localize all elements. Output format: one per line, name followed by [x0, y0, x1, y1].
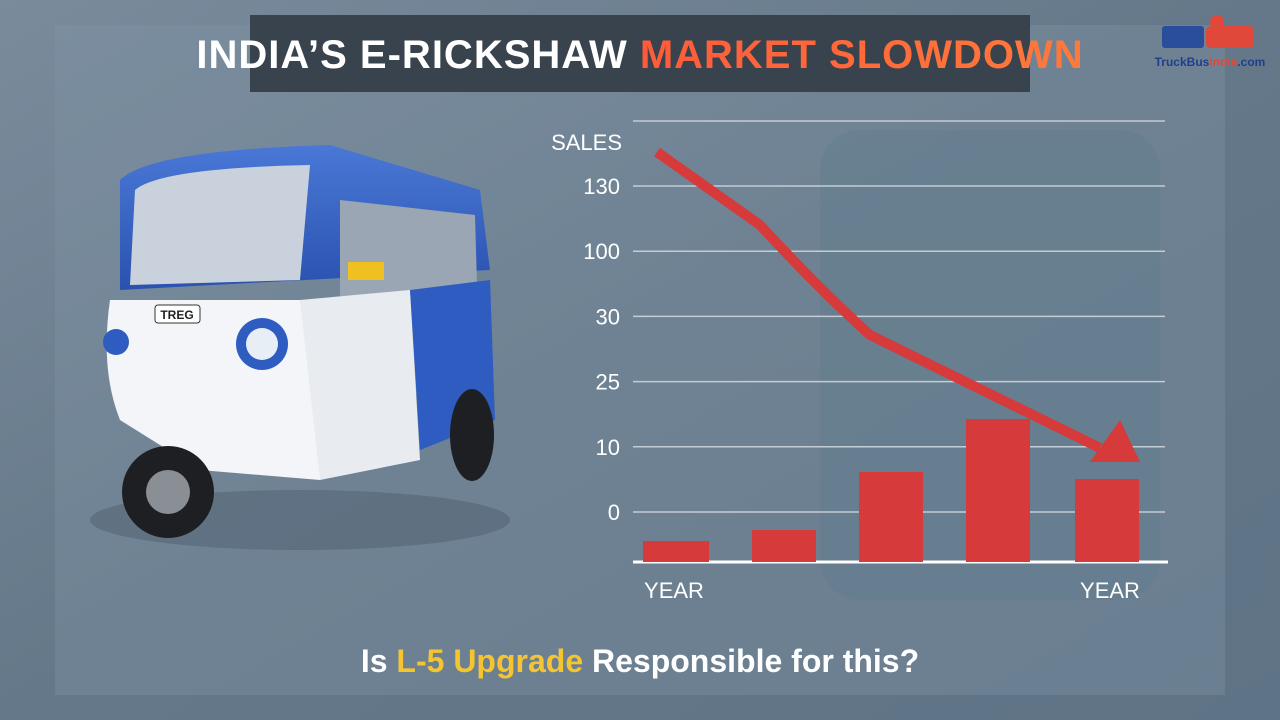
y-tick-label: 10 [596, 435, 620, 460]
y-tick-label: 130 [583, 174, 620, 199]
logo-accent: India [1209, 55, 1237, 69]
title-highlight: MARKET SLOWDOWN [640, 33, 1084, 77]
logo-suffix: .com [1237, 55, 1265, 69]
bar [1075, 479, 1139, 562]
y-tick-label: 30 [596, 304, 620, 329]
logo-bus [1206, 26, 1254, 48]
chart: 0 10 25 30 100 130 SALES YEAR YEAR [551, 120, 1168, 603]
headlight-left [103, 329, 129, 355]
title-main: INDIA’S E-RICKSHAW [196, 33, 627, 77]
rickshaw: TREG [90, 145, 510, 550]
x-label: YEAR [1080, 578, 1140, 603]
logo-pin [1210, 15, 1224, 29]
question: Is L-5 Upgrade Responsible for this? [361, 643, 919, 679]
question-prefix: Is [361, 643, 388, 679]
badge: TREG [160, 308, 193, 322]
bar [966, 419, 1030, 562]
trend-arrow [654, 147, 1103, 453]
rear-wheel [450, 389, 494, 481]
bar [643, 541, 709, 562]
bar [752, 530, 816, 562]
headlight [246, 328, 278, 360]
front-hub [146, 470, 190, 514]
title-box [250, 15, 1030, 92]
question-highlight: L-5 Upgrade [396, 643, 583, 679]
x-label: YEAR [644, 578, 704, 603]
windshield [130, 165, 310, 285]
y-label: SALES [551, 130, 622, 155]
logo-text: TruckBusIndia.com [1155, 55, 1266, 69]
logo: TruckBusIndia.com [1155, 15, 1266, 69]
title: INDIA’S E-RICKSHAW MARKET SLOWDOWN [196, 33, 1083, 77]
question-suffix: Responsible for this? [592, 643, 919, 679]
y-tick-label: 0 [608, 500, 620, 525]
side-body [300, 290, 420, 480]
y-tick-label: 100 [583, 239, 620, 264]
meter [348, 262, 384, 280]
y-tick-label: 25 [596, 370, 620, 395]
arrow-head [1090, 420, 1140, 462]
logo-truck [1162, 26, 1204, 48]
bar [859, 472, 923, 562]
logo-brand: TruckBus [1155, 55, 1210, 69]
badge-box [154, 304, 201, 324]
